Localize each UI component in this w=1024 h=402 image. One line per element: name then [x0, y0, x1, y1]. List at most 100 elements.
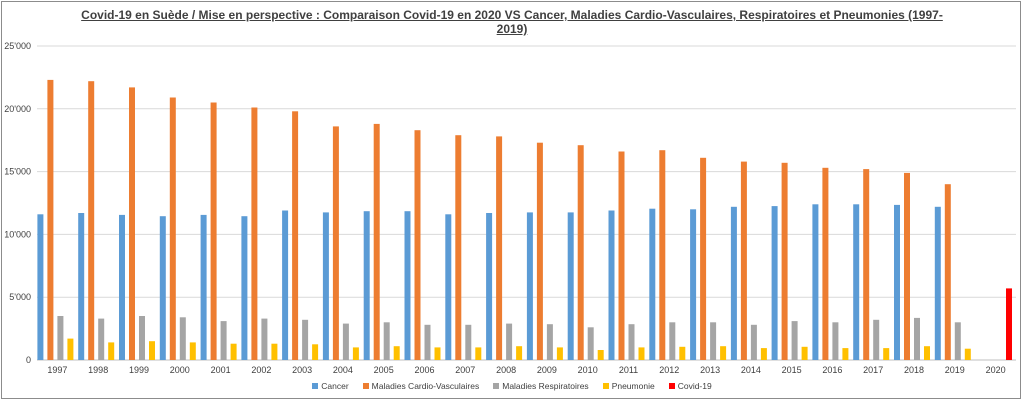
legend-swatch: [668, 383, 675, 389]
x-tick-label: 2003: [292, 365, 312, 375]
bar-maladies-cardio-vasculaires-2012: [659, 150, 666, 360]
legend-label: Cancer: [321, 381, 349, 391]
bar-maladies-respiratoires-2012: [669, 322, 676, 360]
bar-maladies-cardio-vasculaires-1998: [88, 81, 95, 360]
legend-label: Covid-19: [677, 381, 712, 391]
x-tick-label: 2000: [170, 365, 190, 375]
bar-maladies-cardio-vasculaires-1999: [129, 87, 135, 361]
bar-maladies-cardio-vasculaires-2013: [700, 157, 707, 360]
bar-cancer-2000: [159, 216, 166, 360]
x-tick-label: 2015: [782, 365, 802, 375]
x-tick-label: 2014: [741, 365, 761, 375]
bar-maladies-cardio-vasculaires-2018: [904, 172, 910, 360]
bar-pneumonie-2019: [964, 348, 971, 360]
bar-pneumonie-2017: [883, 348, 890, 360]
x-tick-label: 1999: [129, 365, 149, 375]
bar-cancer-1998: [78, 213, 85, 360]
bar-maladies-cardio-vasculaires-2019: [944, 184, 951, 360]
x-tick-label: 2012: [659, 365, 679, 375]
bar-maladies-respiratoires-2005: [383, 322, 390, 360]
bar-maladies-cardio-vasculaires-2003: [292, 111, 299, 360]
x-tick-label: 2018: [904, 365, 924, 375]
bar-maladies-cardio-vasculaires-2016: [822, 167, 829, 360]
bar-covid-19-2020: [1006, 288, 1012, 360]
bar-pneumonie-2001: [230, 343, 237, 360]
bar-pneumonie-1997: [67, 338, 74, 360]
bar-cancer-2013: [690, 209, 697, 360]
bar-pneumonie-1998: [108, 342, 115, 360]
bar-cancer-2011: [608, 210, 615, 360]
bar-maladies-respiratoires-2015: [791, 321, 798, 360]
bar-cancer-2005: [363, 211, 370, 360]
x-tick-label: 2009: [537, 365, 557, 375]
y-tick-label: 25'000: [4, 41, 31, 51]
bar-maladies-cardio-vasculaires-2005: [373, 123, 380, 361]
bar-maladies-cardio-vasculaires-2001: [210, 102, 217, 360]
x-tick-label: 2019: [945, 365, 965, 375]
bar-maladies-respiratoires-2003: [302, 319, 309, 360]
bar-cancer-2003: [282, 210, 289, 360]
legend-label: Pneumonie: [611, 381, 655, 391]
bar-maladies-cardio-vasculaires-2000: [169, 97, 176, 360]
bar-pneumonie-1999: [149, 341, 155, 360]
x-tick-label: 2020: [986, 365, 1006, 375]
bar-cancer-2015: [771, 206, 778, 360]
bar-maladies-cardio-vasculaires-2002: [251, 107, 258, 360]
bar-maladies-respiratoires-2009: [546, 324, 553, 360]
bar-pneumonie-2013: [720, 346, 727, 360]
bar-cancer-2010: [567, 212, 574, 360]
bars: [37, 79, 1012, 361]
bar-cancer-2006: [404, 211, 411, 360]
bar-cancer-2007: [445, 214, 452, 360]
bar-maladies-respiratoires-2002: [261, 318, 268, 360]
bar-maladies-respiratoires-2010: [587, 327, 594, 360]
bar-maladies-respiratoires-2013: [710, 322, 717, 360]
chart-title-line2: 2019): [496, 22, 528, 36]
legend-item: Maladies Cardio-Vasculaires: [362, 381, 480, 391]
bar-maladies-respiratoires-2016: [832, 322, 839, 360]
x-tick-label: 2001: [211, 365, 231, 375]
bar-maladies-cardio-vasculaires-2009: [536, 142, 543, 360]
legend-item: Covid-19: [668, 381, 712, 391]
legend-label: Maladies Cardio-Vasculaires: [371, 381, 480, 391]
bar-pneumonie-2002: [271, 343, 278, 360]
bar-pneumonie-2003: [312, 344, 319, 360]
x-tick-label: 2011: [619, 365, 638, 375]
bar-pneumonie-2006: [434, 347, 441, 360]
x-tick-label: 2013: [700, 365, 720, 375]
legend-swatch: [493, 383, 500, 389]
bar-maladies-respiratoires-2001: [220, 321, 227, 360]
bar-pneumonie-2012: [679, 346, 686, 360]
bar-maladies-cardio-vasculaires-2007: [455, 135, 462, 360]
bar-maladies-respiratoires-2017: [873, 319, 880, 360]
legend-item: Cancer: [312, 381, 349, 391]
bar-cancer-2017: [853, 204, 860, 360]
bar-pneumonie-2014: [760, 348, 767, 360]
bar-maladies-respiratoires-1998: [98, 318, 105, 360]
x-tick-label: 2007: [455, 365, 475, 375]
bar-pneumonie-2018: [924, 346, 930, 360]
x-tick-label: 2002: [251, 365, 271, 375]
bar-maladies-cardio-vasculaires-1997: [47, 79, 54, 361]
x-tick-label: 2010: [578, 365, 598, 375]
bar-pneumonie-2015: [801, 346, 808, 360]
bar-maladies-respiratoires-2004: [342, 323, 349, 360]
bar-maladies-respiratoires-2006: [424, 324, 431, 360]
bar-pneumonie-2016: [842, 348, 849, 360]
x-tick-label: 2006: [414, 365, 434, 375]
bar-maladies-respiratoires-2014: [750, 324, 757, 360]
bar-maladies-cardio-vasculaires-2015: [781, 162, 788, 360]
x-tick-label: 2004: [333, 365, 353, 375]
y-tick-label: 20'000: [4, 104, 31, 114]
bar-maladies-cardio-vasculaires-2014: [740, 161, 747, 360]
legend: Cancer Maladies Cardio-Vasculaires Maladie…: [0, 381, 1024, 391]
bar-maladies-respiratoires-2018: [914, 317, 920, 360]
x-tick-label: 1998: [88, 365, 108, 375]
legend-label: Maladies Respiratoires: [502, 381, 589, 391]
chart-title: Covid-19 en Suède / Mise en perspective …: [0, 8, 1024, 36]
x-axis: 1997 1998 1999 2000 2001 2002 2003 2004 2005 2006…: [47, 365, 1005, 375]
bar-cancer-2008: [486, 213, 493, 360]
legend-swatch: [602, 383, 609, 389]
bar-maladies-respiratoires-2019: [954, 322, 961, 360]
